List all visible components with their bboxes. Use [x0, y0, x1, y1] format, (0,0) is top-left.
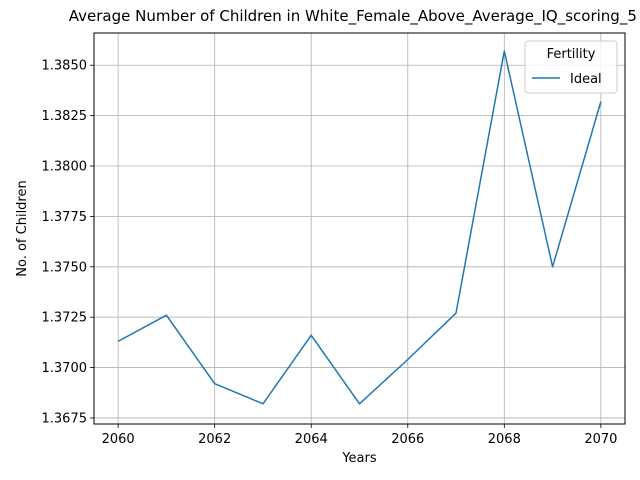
x-tick-label: 2064 — [295, 432, 328, 447]
legend-label-ideal: Ideal — [570, 72, 602, 87]
legend-title: Fertility — [547, 47, 596, 62]
series-layer — [117, 50, 602, 405]
x-tick-label: 2066 — [391, 432, 424, 447]
y-tick-label: 1.3700 — [42, 361, 88, 376]
legend-box — [524, 40, 618, 94]
y-axis-ticks: 1.3675 1.3700 1.3725 1.3750 1.3775 1.3800 1.38… — [42, 59, 94, 426]
y-tick-label: 1.3825 — [42, 109, 88, 124]
x-tick-label: 2060 — [102, 432, 135, 447]
chart-title: Average Number of Children in White_Fema… — [69, 7, 640, 26]
x-axis-ticks: 2060 2062 2064 2066 2068 2070 — [102, 424, 617, 447]
series-line-ideal — [117, 50, 602, 405]
y-tick-label: 1.3775 — [42, 210, 88, 225]
y-tick-label: 1.3725 — [42, 311, 88, 326]
plot-area-frame — [93, 32, 626, 425]
x-tick-label: 2062 — [198, 432, 231, 447]
y-tick-label: 1.3675 — [42, 411, 88, 426]
y-tick-label: 1.3750 — [42, 260, 88, 275]
legend: Fertility Ideal — [524, 40, 618, 94]
y-tick-label: 1.3850 — [42, 59, 88, 74]
x-tick-label: 2070 — [584, 432, 617, 447]
x-axis-label: Years — [341, 451, 377, 466]
x-tick-label: 2068 — [488, 432, 521, 447]
y-axis-label: No. of Children — [15, 180, 30, 276]
y-tick-label: 1.3800 — [42, 160, 88, 175]
